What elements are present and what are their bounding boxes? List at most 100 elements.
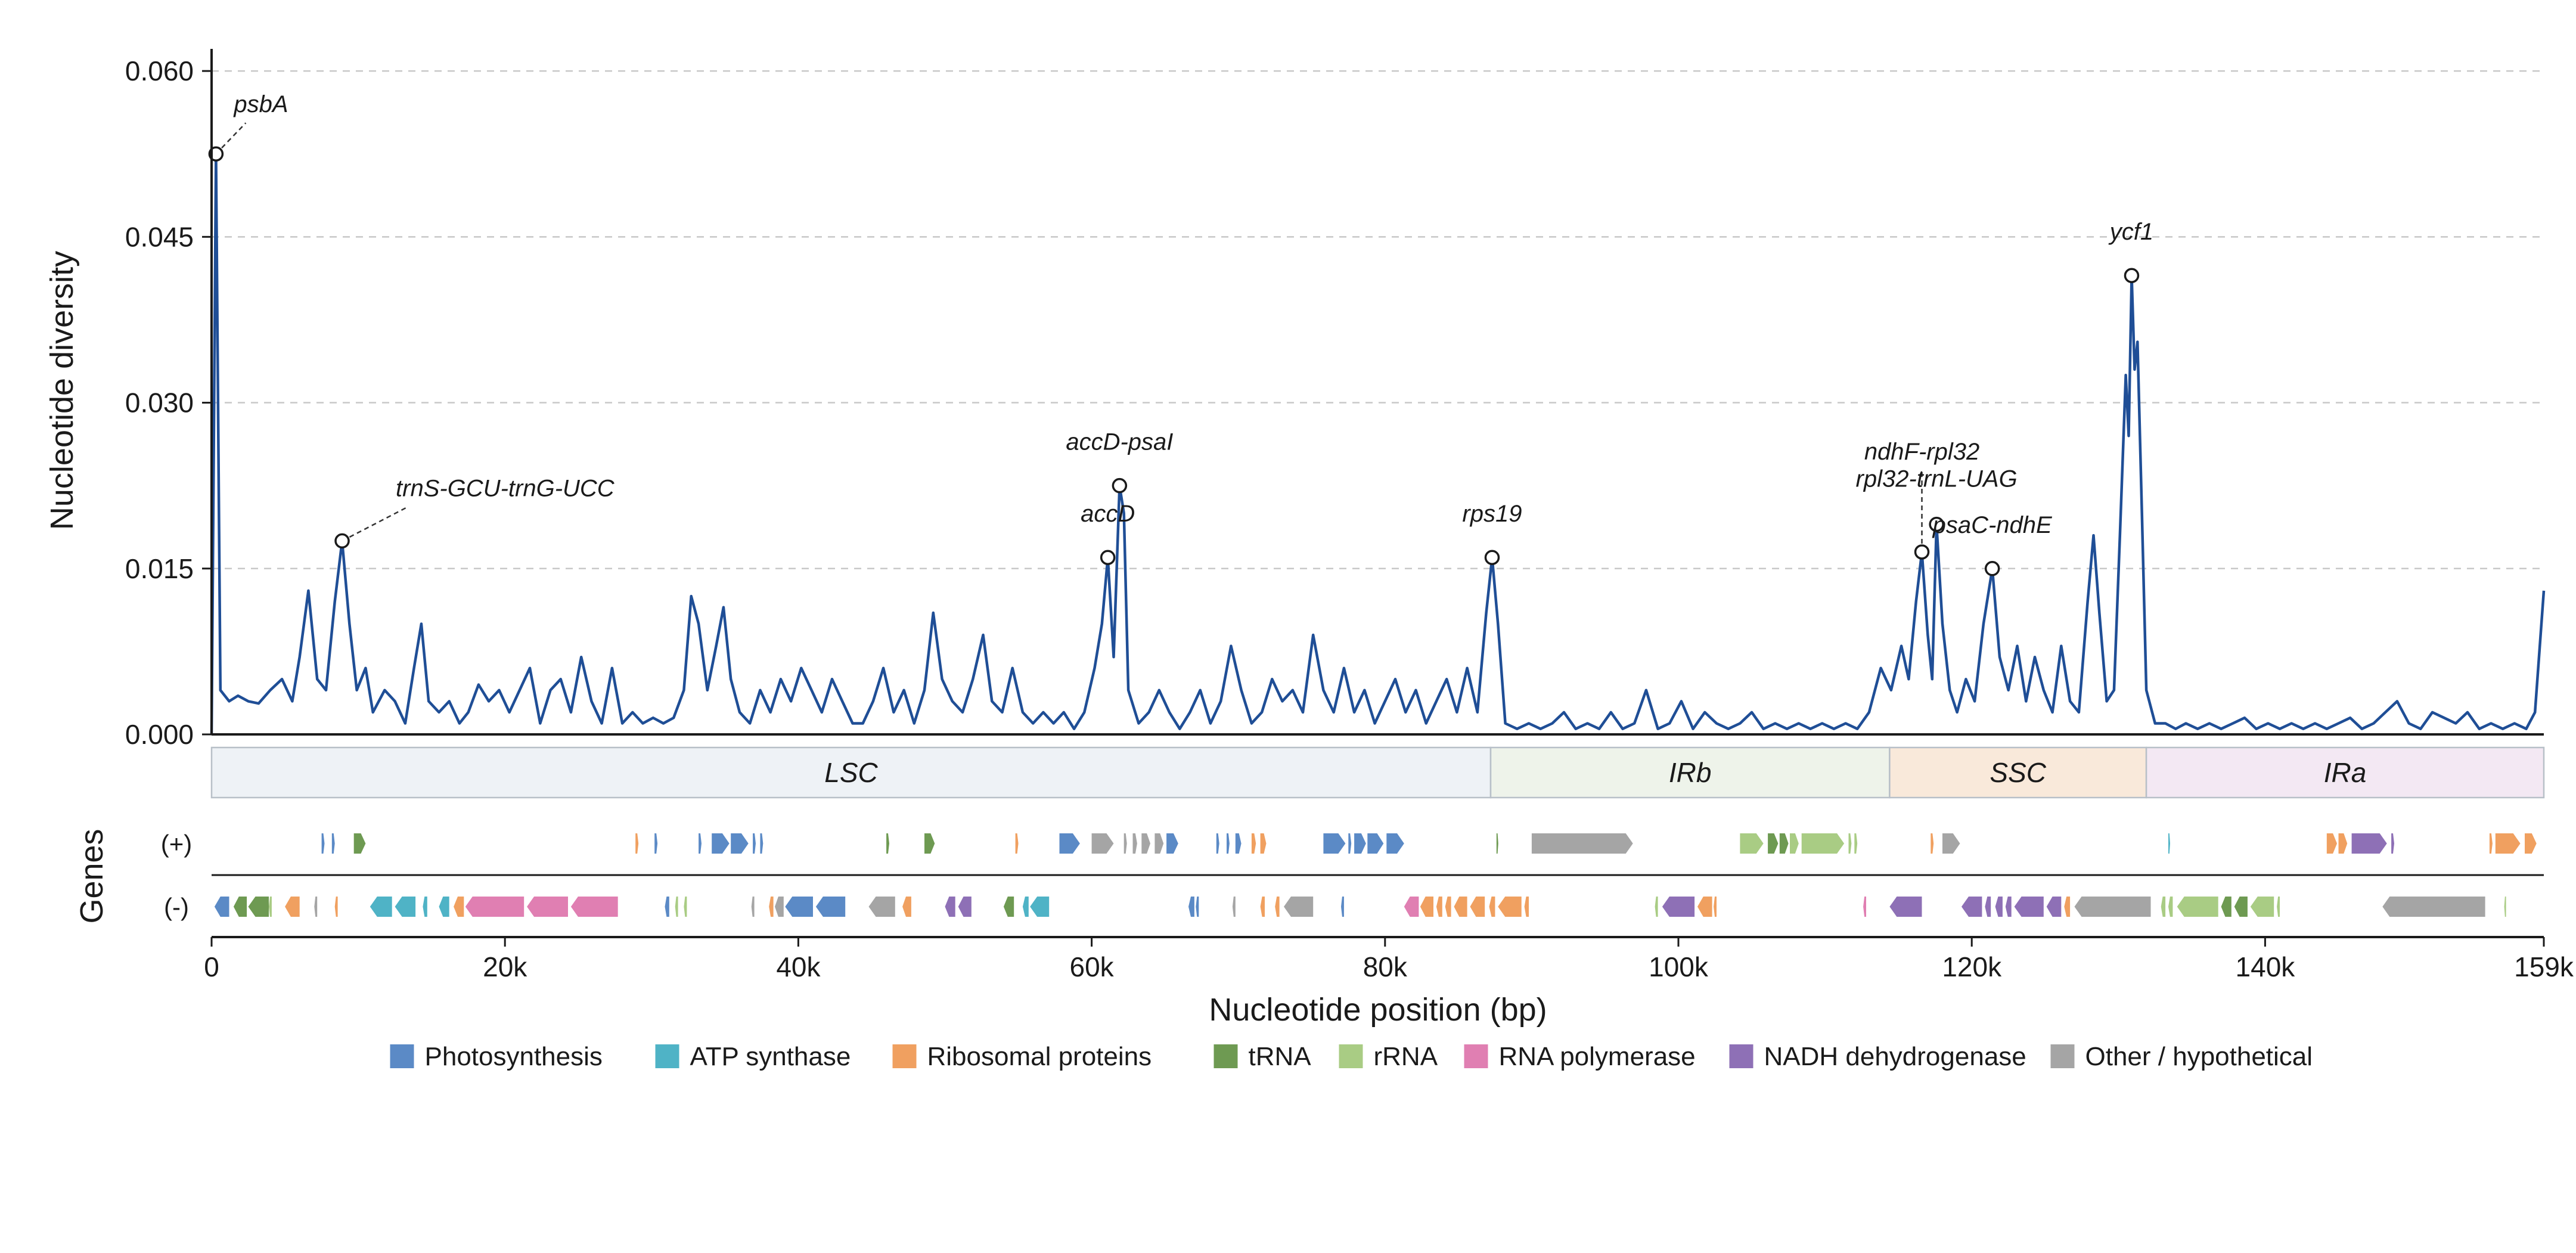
gene-ribo-68 <box>769 897 774 917</box>
peak-label-7: psaC-ndhE <box>1932 512 2053 538</box>
gene-ribo-60 <box>454 897 464 917</box>
peak-label-8: ycf1 <box>2108 219 2153 245</box>
gene-ribo-107 <box>2064 897 2071 917</box>
gene-rrna-111 <box>2177 897 2218 917</box>
gene-ndh-106 <box>2046 897 2062 917</box>
legend-label-trna: tRNA <box>1249 1042 1312 1071</box>
gene-ndh-45 <box>2391 833 2394 854</box>
gene-rrna-65 <box>675 897 678 917</box>
peak-annotations: psbA trnS-GCU-trnG-UCC accD accD-psaI rps19 n… <box>208 91 2153 576</box>
peak-label-5: ndhF-rpl32 <box>1864 439 1979 465</box>
y-tick-label-2: 0.030 <box>125 387 194 418</box>
gene-photo-20 <box>1216 833 1219 854</box>
gene-photo-13 <box>1059 833 1080 854</box>
gene-rrna-115 <box>2277 897 2280 917</box>
gene-rrna-66 <box>684 897 687 917</box>
gene-photo-80 <box>1196 897 1199 917</box>
gene-trna-51 <box>248 897 269 917</box>
gene-rnap-99 <box>1863 897 1866 917</box>
gene-other-84 <box>1284 897 1314 917</box>
y-tick-label-0: 0.000 <box>125 719 194 750</box>
gene-track <box>212 833 2544 917</box>
gene-photo-29 <box>1386 833 1404 854</box>
legend-swatch-rnap <box>1464 1044 1488 1068</box>
gene-ribo-39 <box>1931 833 1934 854</box>
peak-marker-3 <box>1112 477 1128 494</box>
peak-label-0: psbA <box>233 91 288 117</box>
gene-ribo-46 <box>2489 833 2493 854</box>
gene-rnap-61 <box>465 897 524 917</box>
gene-atp-41 <box>2168 833 2170 854</box>
gene-photo-19 <box>1166 833 1178 854</box>
gene-ribo-93 <box>1498 897 1522 917</box>
legend-swatch-photo <box>390 1044 414 1068</box>
peak-marker-5 <box>1914 544 1930 560</box>
legend: Photosynthesis ATP synthase Ribosomal prot… <box>390 1042 2313 1071</box>
gene-rrna-38 <box>1854 833 1858 854</box>
legend-swatch-atp <box>655 1044 679 1068</box>
gene-other-116 <box>2382 897 2485 917</box>
y-axis-title: Nucleotide diversity <box>44 251 80 530</box>
gene-photo-1 <box>331 833 335 854</box>
gene-photo-71 <box>815 897 846 917</box>
gene-other-54 <box>314 897 318 917</box>
gene-ribo-92 <box>1489 897 1495 917</box>
gene-ndh-104 <box>2005 897 2012 917</box>
x-tick-label-6: 120k <box>1942 951 2002 982</box>
gene-ribo-48 <box>2525 833 2537 854</box>
gene-ribo-88 <box>1436 897 1442 917</box>
gene-photo-22 <box>1235 833 1242 854</box>
gene-ndh-75 <box>958 897 972 917</box>
x-tick-label-7: 140k <box>2236 951 2296 982</box>
gene-other-17 <box>1141 833 1150 854</box>
peak-label-2: accD <box>1081 501 1135 527</box>
gene-ndh-96 <box>1662 897 1695 917</box>
region-label-2: SSC <box>1990 757 2046 788</box>
gene-trna-50 <box>233 897 247 917</box>
gene-ribo-97 <box>1697 897 1712 917</box>
strand-minus-label: (-) <box>164 893 189 921</box>
legend-label-ribo: Ribosomal proteins <box>927 1042 1152 1071</box>
gene-rnap-63 <box>570 897 618 917</box>
y-tick-label-4: 0.060 <box>125 55 194 86</box>
gene-other-72 <box>868 897 895 917</box>
gene-photo-49 <box>214 897 229 917</box>
gene-photo-6 <box>712 833 730 854</box>
gene-trna-30 <box>1496 833 1498 854</box>
grid-lines <box>212 70 2544 570</box>
gene-other-108 <box>2074 897 2151 917</box>
gene-photo-85 <box>1341 897 1344 917</box>
gene-photo-5 <box>699 833 702 854</box>
x-axis: 0 20k 40k 60k 80k 100k 120k 140k 159k <box>204 936 2574 982</box>
gene-photo-21 <box>1227 833 1230 854</box>
x-tick-label-2: 40k <box>776 951 821 982</box>
gene-rrna-110 <box>2168 897 2173 917</box>
gene-photo-28 <box>1367 833 1384 854</box>
gene-trna-33 <box>1768 833 1779 854</box>
y-tick-label-3: 0.045 <box>125 221 194 252</box>
gene-ribo-24 <box>1260 833 1267 854</box>
gene-ribo-42 <box>2326 833 2337 854</box>
gene-trna-34 <box>1779 833 1789 854</box>
legend-label-atp: ATP synthase <box>690 1042 851 1071</box>
gene-rrna-95 <box>1655 897 1658 917</box>
region-box-0 <box>210 746 1492 799</box>
peak-marker-7 <box>1984 561 2000 576</box>
gene-ndh-105 <box>2014 897 2044 917</box>
y-axis: 0.000 0.015 0.030 0.045 0.060 <box>125 49 2544 750</box>
peak-label-1: trnS-GCU-trnG-UCC <box>396 475 615 501</box>
diversity-line-0 <box>210 152 2546 735</box>
region-label-1: IRb <box>1669 757 1712 788</box>
gene-ribo-94 <box>1524 897 1529 917</box>
gene-rnap-62 <box>527 897 568 917</box>
gene-atp-58 <box>423 897 427 917</box>
gene-photo-25 <box>1323 833 1346 854</box>
x-tick-label-5: 100k <box>1649 951 1709 982</box>
gene-photo-26 <box>1348 833 1352 854</box>
x-tick-label-8: 159k <box>2514 951 2574 982</box>
gene-photo-9 <box>760 833 764 854</box>
gene-rrna-35 <box>1790 833 1799 854</box>
gene-photo-70 <box>785 897 813 917</box>
x-tick-label-3: 60k <box>1070 951 1115 982</box>
